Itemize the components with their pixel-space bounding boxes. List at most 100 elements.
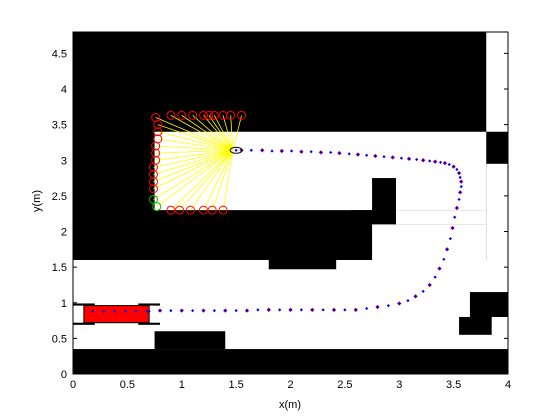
laser-hit-red	[148, 162, 158, 172]
obstacle-block	[469, 292, 508, 317]
y-tick-label: 1.5	[52, 262, 67, 274]
trajectory-point-blue	[289, 149, 294, 153]
x-tick-label: 0.5	[120, 379, 135, 391]
laser-ray	[155, 149, 233, 161]
plot-area	[72, 31, 509, 375]
laser-hit-red	[166, 205, 176, 215]
trajectory-point-blue	[337, 151, 342, 155]
trajectory-point-blue	[270, 149, 274, 153]
trajectory-point-blue	[365, 306, 369, 311]
trajectory-point-blue	[319, 150, 323, 155]
trajectory-point-blue	[245, 308, 249, 313]
robot-trajectory-point	[123, 309, 127, 313]
laser-hit-red	[148, 170, 158, 179]
trajectory-point-blue	[413, 294, 418, 298]
laser-hit-red	[148, 177, 158, 187]
y-axis-ticks: 0 0.5 1 1.5 2 2.5 3 3.5 4 4.5	[52, 48, 508, 381]
trajectory-point-blue	[442, 257, 446, 261]
laser-rays-layer	[153, 115, 242, 211]
laser-ray	[157, 124, 233, 151]
laser-hit-red	[209, 110, 219, 120]
trajectory-point-blue	[421, 158, 425, 162]
laser-ray	[179, 150, 234, 211]
y-tick-label: 0	[61, 369, 67, 381]
trajectory-point-blue	[354, 308, 358, 312]
trajectory-point-blue	[458, 190, 462, 194]
laser-ray	[157, 138, 233, 151]
y-tick-label: 4	[61, 84, 67, 96]
trajectory-point-blue	[458, 175, 462, 179]
laser-ray	[190, 150, 234, 211]
x-tick-label: 3	[396, 379, 402, 391]
trajectory-point-blue	[397, 301, 401, 306]
robot-wheel	[73, 303, 95, 306]
laser-hit-red	[177, 110, 187, 120]
laser-hit-red	[199, 110, 208, 120]
laser-hit-red	[218, 205, 228, 215]
laser-ray	[222, 150, 234, 211]
trajectory-point-blue	[455, 206, 459, 210]
obstacle-block	[459, 317, 492, 335]
laser-hit-red	[226, 110, 236, 120]
trajectory-point-blue	[450, 226, 455, 230]
trajectory-point-blue	[421, 289, 425, 293]
robot-layer	[73, 303, 160, 325]
y-tick-label: 4.5	[52, 48, 67, 60]
laser-ray	[170, 115, 234, 151]
trajectory-point-blue	[280, 149, 284, 153]
trajectory-point-blue	[191, 308, 195, 313]
sensor-marker	[229, 146, 243, 154]
trajectory-point-blue	[445, 247, 449, 251]
laser-ray	[203, 115, 234, 151]
laser-hit-red	[185, 205, 195, 215]
laser-hits-layer	[148, 110, 247, 215]
trajectory-point-blue	[343, 308, 347, 312]
obstacle-block	[350, 210, 396, 225]
trajectory-point-blue	[373, 154, 377, 158]
trajectory-point-blue	[180, 308, 184, 313]
trajectory-point-blue	[391, 155, 395, 159]
trajectory-point-blue	[437, 266, 442, 271]
y-axis-label: y(m)	[31, 190, 43, 212]
laser-ray	[181, 115, 234, 151]
robot-body	[83, 305, 150, 324]
trajectory-point-blue	[260, 148, 264, 152]
laser-hit-red	[204, 110, 214, 120]
laser-ray	[153, 149, 234, 200]
laser-hit-red	[207, 205, 217, 215]
y-tick-label: 0.5	[52, 333, 67, 345]
obstacle-block	[372, 178, 396, 212]
obstacle-block	[73, 349, 508, 374]
trajectory-point-blue	[386, 304, 390, 308]
trajectory-point-blue	[356, 152, 360, 157]
laser-ray	[211, 150, 234, 211]
trajectory-layer	[92, 146, 464, 314]
robot-wheel	[138, 303, 160, 306]
trajectory-point-blue	[288, 308, 293, 312]
trajectory-point-blue	[223, 308, 227, 313]
trajectory-point-blue	[321, 308, 325, 312]
trajectory-point-blue	[234, 148, 238, 152]
trajectory-point-blue	[278, 308, 282, 312]
laser-ray	[170, 149, 234, 211]
trajectory-point-blue	[299, 308, 303, 312]
x-axis-ticks: 0 0.5 1 1.5 2 2.5 3 3.5 4	[70, 32, 511, 391]
trajectory-point-blue	[158, 308, 162, 313]
trajectory-point-blue	[457, 197, 461, 202]
trajectory-point-blue	[347, 152, 351, 156]
robot-trajectory-point	[101, 309, 106, 313]
trajectory-point-blue	[299, 150, 303, 154]
trajectory-point-blue	[428, 159, 432, 163]
trajectory-point-blue	[406, 299, 410, 303]
x-tick-label: 3.5	[446, 379, 461, 391]
robot-wheel	[73, 322, 95, 325]
laser-ray	[153, 149, 234, 190]
laser-hit-red	[175, 205, 185, 215]
laser-hit-red	[151, 148, 161, 158]
trajectory-point-blue	[365, 153, 369, 157]
trajectory-point-blue	[399, 156, 404, 160]
laser-ray	[157, 131, 233, 151]
y-tick-label: 1	[61, 298, 67, 310]
trajectory-point-blue	[428, 283, 432, 287]
